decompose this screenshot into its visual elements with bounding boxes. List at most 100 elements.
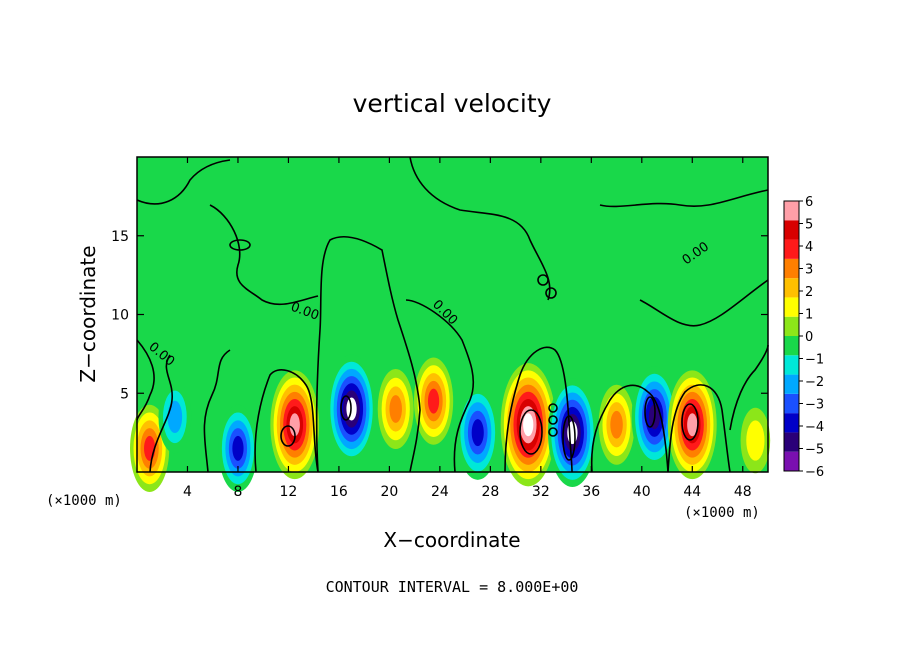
colorbar-label: 3	[805, 263, 813, 278]
y-tick-label: 10	[111, 308, 129, 324]
updraft-cell	[598, 384, 635, 465]
updraft-cell	[667, 370, 717, 480]
colorbar-label: −5	[805, 443, 824, 458]
colorbar-swatch	[784, 432, 799, 452]
zero-contour-line	[209, 204, 319, 305]
zero-contour-line	[599, 189, 769, 208]
plot-area: 0.00 0.00 0.00 0.00	[130, 156, 771, 492]
x-tick-label: 40	[633, 484, 651, 500]
colorbar-label: 0	[805, 330, 813, 345]
velocity-field	[130, 354, 771, 492]
zero-contour-line	[639, 279, 769, 327]
colorbar-swatch	[784, 413, 799, 433]
updraft-level	[610, 410, 623, 439]
colorbar-label: 1	[805, 308, 813, 323]
x-tick-label: 44	[683, 484, 701, 500]
x-tick-label: 36	[582, 484, 600, 500]
downdraft-level	[232, 435, 244, 461]
x-tick-label: 24	[431, 484, 449, 500]
x-tick-label: 16	[330, 484, 348, 500]
updraft-level	[289, 413, 300, 437]
contour-interval-note: CONTOUR INTERVAL = 8.000E+00	[326, 578, 579, 596]
downdraft-cell	[456, 385, 499, 480]
x-tick-label: 28	[481, 484, 499, 500]
zero-contour-loop	[340, 395, 352, 421]
updraft-level	[389, 395, 402, 423]
y-tick-label: 5	[120, 386, 129, 402]
zero-contour-line	[590, 384, 669, 473]
downdraft-level	[471, 419, 484, 447]
colorbar-swatch	[784, 297, 799, 317]
colorbar-swatch	[784, 355, 799, 375]
colorbar-label: −6	[805, 465, 824, 480]
zero-contour-line	[254, 369, 319, 473]
x-tick-label: 48	[734, 484, 752, 500]
updraft-level	[687, 413, 698, 437]
colorbar-swatch	[784, 239, 799, 259]
zero-contour-loop	[548, 415, 558, 425]
updraft-cell	[413, 357, 454, 445]
zero-contour-loop	[280, 425, 296, 447]
zero-contour-line	[315, 235, 421, 473]
colorbar-label: 5	[805, 218, 813, 233]
zero-contours	[136, 156, 769, 473]
zero-contour-loop	[644, 396, 656, 428]
downdraft-level	[167, 400, 183, 434]
downdraft-cell	[547, 378, 597, 488]
colorbar-swatch	[784, 374, 799, 394]
updraft-cell	[130, 404, 170, 492]
x-tick-label: 8	[233, 484, 242, 500]
colorbar-swatch	[784, 336, 799, 356]
colorbar-swatch	[784, 201, 799, 221]
zero-contour-line	[136, 159, 231, 205]
zero-contour-loop	[548, 403, 558, 413]
y-axis-label: Z−coordinate	[76, 245, 100, 382]
colorbar-label: −2	[805, 375, 824, 390]
zero-contour-line	[405, 299, 475, 473]
zero-contour-line	[136, 339, 155, 421]
zero-contour-loop	[548, 427, 558, 437]
colorbar-swatch	[784, 220, 799, 240]
colorbar-swatch	[784, 278, 799, 298]
downdraft-cell	[218, 404, 258, 492]
colorbar-swatch	[784, 316, 799, 336]
zero-contour-line	[149, 354, 173, 473]
y-tick-label: 15	[111, 229, 129, 245]
zero-contour-loop	[681, 403, 699, 441]
x-tick-label: 4	[183, 484, 192, 500]
updraft-cell	[740, 407, 771, 474]
zero-contour-loop	[229, 239, 251, 251]
colorbar-label: 6	[805, 195, 813, 210]
zero-contour-line	[203, 349, 231, 473]
y-axis: 5 10 15	[111, 229, 768, 402]
updraft-cell	[377, 369, 414, 449]
zero-contour-loop	[562, 415, 576, 461]
updraft-cell	[270, 370, 320, 480]
x-tick-label: 20	[380, 484, 398, 500]
colorbar-label: −1	[805, 353, 824, 368]
colorbar: 6 5 4 3 2 1 0 −1 −2 −3 −4 −5 −6	[783, 195, 824, 480]
zero-contour-loop	[537, 274, 549, 286]
zero-contour-line	[667, 384, 731, 473]
zero-contour-loop	[545, 287, 557, 299]
colorbar-swatch	[784, 451, 799, 471]
x-unit-left: (×1000 m)	[46, 493, 122, 509]
updraft-level	[523, 413, 534, 437]
updraft-level	[746, 420, 765, 461]
zero-contour-line	[409, 156, 551, 301]
downdraft-cell	[158, 380, 192, 454]
colorbar-swatch	[784, 393, 799, 414]
x-tick-label: 12	[280, 484, 298, 500]
zero-contour-line	[504, 346, 573, 473]
updraft-level	[427, 388, 440, 414]
chart-title: vertical velocity	[353, 89, 552, 118]
zero-contour-line	[729, 344, 769, 431]
x-axis-label: X−coordinate	[383, 528, 520, 552]
colorbar-swatch	[784, 258, 799, 279]
colorbar-label: −4	[805, 420, 824, 435]
colorbar-label: −3	[805, 398, 824, 413]
updraft-level	[144, 435, 156, 461]
x-tick-label: 32	[532, 484, 550, 500]
x-unit-right: (×1000 m)	[684, 505, 760, 521]
